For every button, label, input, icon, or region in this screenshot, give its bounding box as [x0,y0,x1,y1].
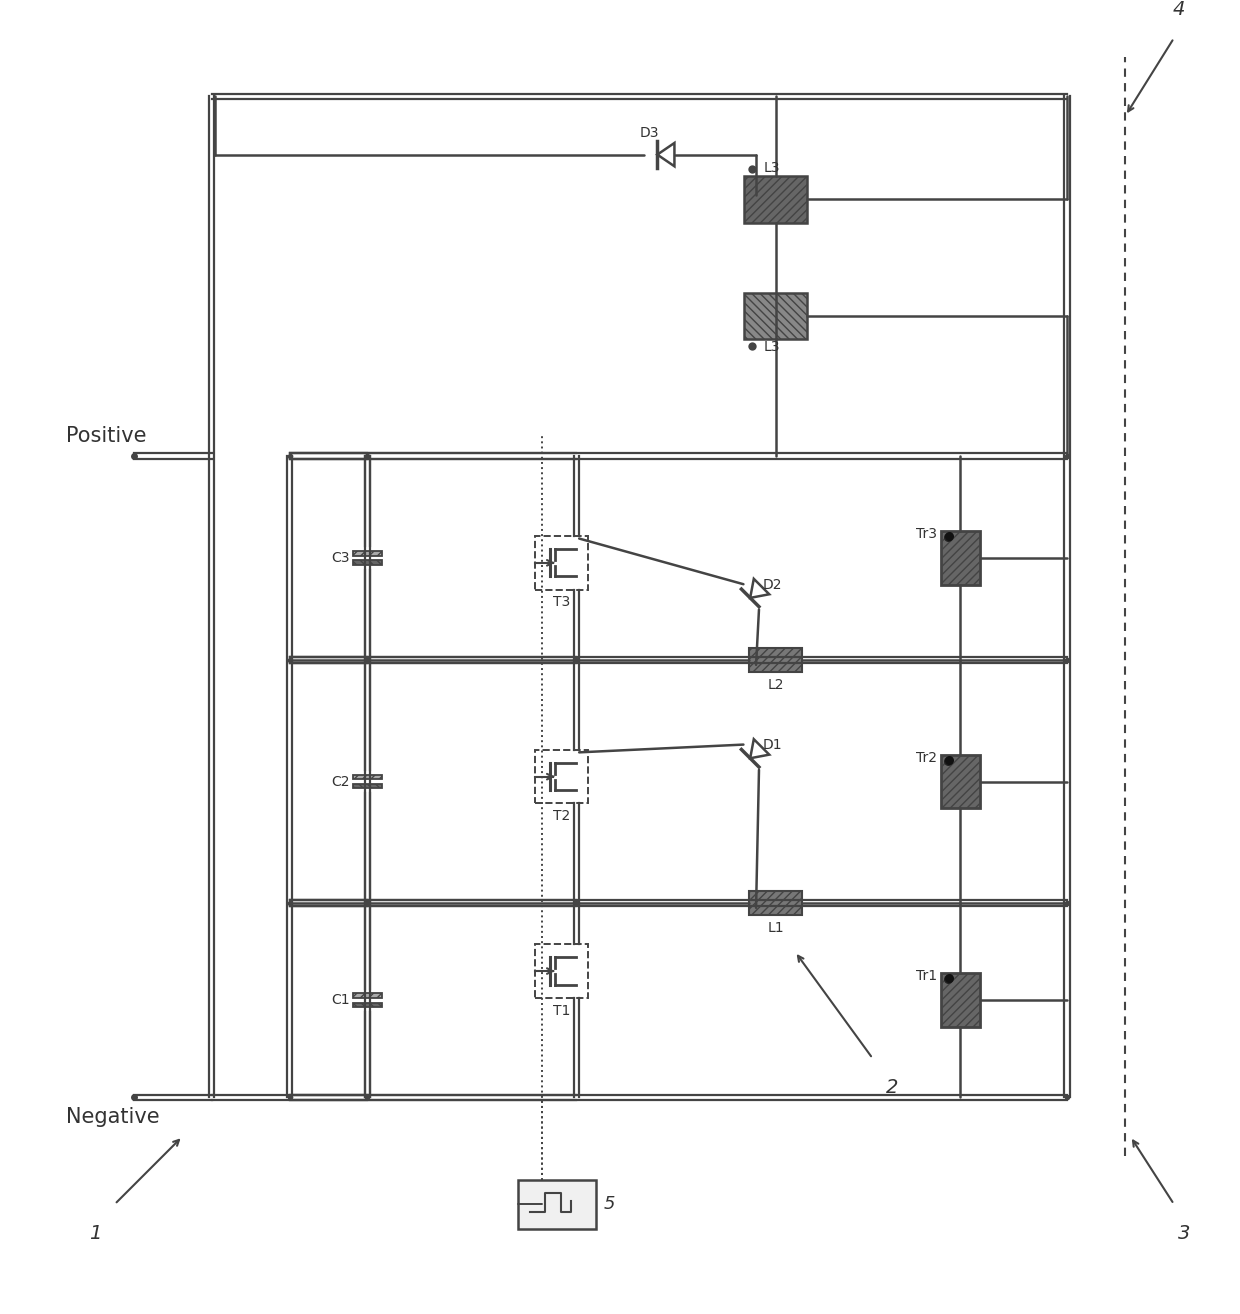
Text: D3: D3 [640,126,658,141]
Bar [749,891,802,915]
Bar [352,775,382,779]
Text: L3: L3 [764,340,780,353]
Bar [941,754,980,808]
Bar [352,551,382,556]
Text: 5: 5 [604,1196,615,1213]
Text: 4: 4 [1173,0,1185,18]
Bar [749,648,802,673]
Text: L1: L1 [768,921,784,936]
Bar [744,176,807,222]
Bar [534,750,589,803]
Bar [744,293,807,339]
Text: Tr1: Tr1 [915,970,937,983]
Text: T1: T1 [553,1004,570,1017]
Bar [534,536,589,590]
Text: D2: D2 [763,578,782,593]
Text: T3: T3 [553,595,570,610]
Text: C1: C1 [331,993,350,1008]
Bar [534,945,589,997]
Text: T2: T2 [553,809,570,823]
Text: Tr2: Tr2 [916,750,937,765]
Bar [352,1003,382,1007]
Text: Positive: Positive [66,426,146,447]
Bar [352,784,382,788]
Text: L3: L3 [764,162,780,175]
Bar [518,1180,595,1229]
Text: C3: C3 [331,551,350,565]
Bar [352,993,382,997]
Text: 3: 3 [1178,1223,1190,1243]
Text: 1: 1 [89,1223,102,1243]
Bar [941,531,980,585]
Text: D1: D1 [763,738,782,753]
Text: Tr3: Tr3 [916,527,937,541]
Bar [352,560,382,565]
Bar [941,974,980,1028]
Text: Negative: Negative [66,1108,160,1127]
Text: L2: L2 [768,678,784,692]
Text: C2: C2 [331,774,350,788]
Text: 2: 2 [885,1077,898,1097]
